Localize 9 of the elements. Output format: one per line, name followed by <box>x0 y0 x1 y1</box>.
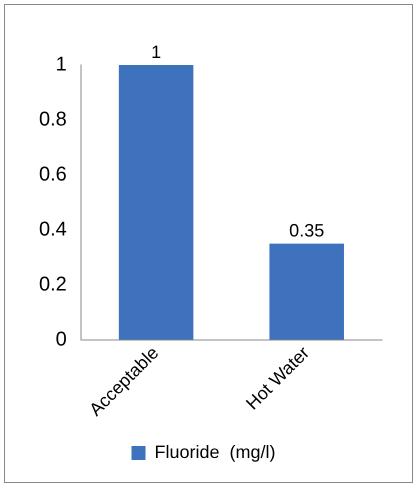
y-tick-label: 0.4 <box>38 218 67 240</box>
y-tick-label: 0.2 <box>38 273 67 296</box>
y-tick-label: 1 <box>56 54 67 76</box>
y-tick-label: 0.8 <box>38 108 67 130</box>
data-label: 1 <box>151 42 162 62</box>
data-label: 0.35 <box>289 220 324 241</box>
y-tick-label: 0 <box>56 328 67 350</box>
legend-label: Fluoride (mg/l) <box>154 442 276 462</box>
y-tick-label: 0.6 <box>38 163 67 186</box>
